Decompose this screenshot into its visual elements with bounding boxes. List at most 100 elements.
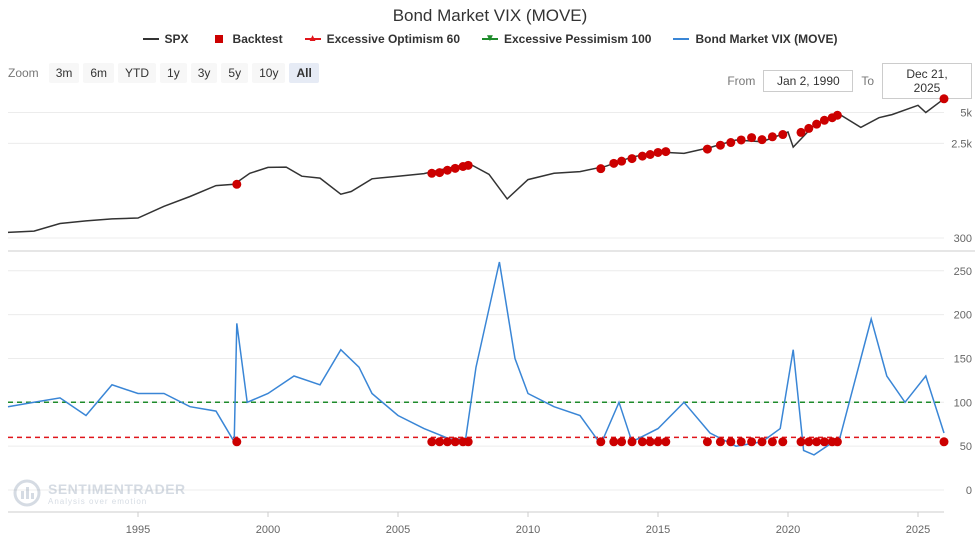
backtest-signal-move (796, 437, 806, 447)
backtest-signal-spx (757, 135, 767, 145)
backtest-signal-spx (736, 135, 746, 145)
y-tick-label-move: 0 (966, 485, 972, 497)
spx-line (7, 98, 945, 234)
backtest-signal-move (442, 437, 452, 447)
legend-item-excessive-optimism[interactable]: ▲ Excessive Optimism 60 (304, 32, 460, 46)
backtest-signal-spx (819, 115, 829, 125)
backtest-signal-spx (463, 160, 473, 170)
backtest-signal-spx (747, 133, 757, 143)
watermark-tagline: Analysis over emotion (48, 496, 148, 506)
zoom-button-ytd[interactable]: YTD (118, 63, 157, 83)
backtest-signal-spx (617, 156, 627, 166)
backtest-signal-move (661, 437, 671, 447)
watermark-logo: SENTIMENTRADER Analysis over emotion (12, 478, 186, 508)
backtest-signal-spx (627, 154, 637, 164)
line-icon (673, 34, 690, 44)
range-to-label: To (861, 74, 874, 88)
zoom-button-1y[interactable]: 1y (160, 63, 187, 83)
backtest-signal-spx (939, 94, 949, 104)
backtest-signal-move (463, 437, 473, 447)
backtest-signal-move (653, 437, 663, 447)
chart-title: Bond Market VIX (MOVE) (392, 6, 588, 25)
zoom-button-6m[interactable]: 6m (83, 63, 115, 83)
logo-icon (13, 479, 41, 507)
backtest-signal-spx (796, 127, 806, 137)
backtest-signal-move (804, 437, 814, 447)
backtest-signal-spx (812, 119, 822, 129)
legend-item-move[interactable]: Bond Market VIX (MOVE) (673, 32, 837, 46)
backtest-signal-move (757, 437, 767, 447)
move-line (7, 261, 945, 456)
backtest-signal-spx (767, 132, 777, 142)
legend-item-excessive-pessimism[interactable]: ▼ Excessive Pessimism 100 (482, 32, 651, 46)
y-tick-label-move: 50 (960, 441, 972, 453)
y-tick-label-move: 100 (954, 397, 972, 409)
backtest-signal-spx (653, 147, 663, 157)
backtest-signal-spx (450, 163, 460, 173)
x-tick-label: 2025 (906, 524, 930, 536)
backtest-signal-spx (778, 130, 788, 140)
backtest-signal-spx (232, 179, 242, 189)
backtest-signal-spx (661, 147, 671, 157)
backtest-signal-spx (702, 144, 712, 154)
backtest-signal-spx (637, 151, 647, 161)
date-range: From Jan 2, 1990 To Dec 21, 2025 (727, 63, 972, 99)
legend-label: SPX (164, 32, 189, 46)
backtest-signal-spx (442, 165, 452, 175)
backtest-signal-spx (832, 110, 842, 120)
legend-item-spx[interactable]: SPX (142, 32, 189, 46)
backtest-signal-move (767, 437, 777, 447)
x-tick-label: 2015 (646, 524, 670, 536)
legend-item-backtest[interactable]: Backtest (211, 32, 283, 46)
backtest-signal-spx (645, 149, 655, 159)
legend-label: Backtest (232, 32, 283, 46)
zoom-button-3m[interactable]: 3m (48, 63, 80, 83)
backtest-signal-move (609, 437, 619, 447)
backtest-signal-move (778, 437, 788, 447)
y-tick-label-move: 200 (954, 310, 972, 322)
backtest-signal-move (812, 437, 822, 447)
backtest-signal-move (637, 437, 647, 447)
backtest-signal-spx (435, 168, 445, 178)
backtest-signal-move (617, 437, 627, 447)
range-to-input[interactable]: Dec 21, 2025 (882, 63, 972, 99)
legend-label: Excessive Optimism 60 (326, 32, 460, 46)
backtest-signal-spx (726, 138, 736, 148)
range-from-input[interactable]: Jan 2, 1990 (763, 70, 854, 92)
zoom-button-3y[interactable]: 3y (190, 63, 218, 83)
legend-label: Bond Market VIX (MOVE) (695, 32, 838, 46)
backtest-signal-spx (609, 158, 619, 168)
x-tick-label: 1995 (126, 524, 150, 536)
chart-legend: SPX Backtest ▲ Excessive Optimism 60 ▼ E… (0, 32, 980, 46)
backtest-signal-spx (804, 123, 814, 133)
backtest-signal-move (819, 437, 829, 447)
zoom-button-5y[interactable]: 5y (221, 63, 249, 83)
backtest-signal-spx (427, 168, 437, 178)
x-tick-label: 2005 (386, 524, 410, 536)
backtest-signal-move (427, 437, 437, 447)
backtest-signal-move (596, 437, 606, 447)
backtest-signal-move (715, 437, 725, 447)
y-tick-label-spx: 2.5k (951, 138, 972, 150)
zoom-label: Zoom (8, 66, 39, 80)
backtest-signal-move (627, 437, 637, 447)
x-tick-label: 2010 (516, 524, 540, 536)
range-from-label: From (727, 74, 756, 88)
backtest-signal-move (726, 437, 736, 447)
backtest-signal-move (645, 437, 655, 447)
y-tick-label-move: 150 (954, 353, 972, 365)
triangle-down-icon: ▼ (482, 34, 498, 44)
y-tick-label-spx: 5k (960, 107, 972, 119)
zoom-button-all[interactable]: All (289, 63, 319, 83)
backtest-signal-move (747, 437, 757, 447)
backtest-signal-move (736, 437, 746, 447)
square-marker-icon (211, 34, 227, 44)
backtest-signal-move (232, 437, 242, 447)
legend-label: Excessive Pessimism 100 (504, 32, 652, 46)
backtest-signal-spx (596, 164, 606, 174)
y-tick-label-spx: 300 (954, 233, 972, 245)
backtest-signal-move (435, 437, 445, 447)
backtest-signal-move (832, 437, 842, 447)
zoom-button-10y[interactable]: 10y (252, 63, 286, 83)
